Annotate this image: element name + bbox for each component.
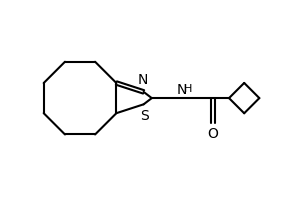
Text: S: S bbox=[140, 109, 149, 123]
Text: O: O bbox=[208, 127, 218, 141]
Text: H: H bbox=[183, 84, 192, 94]
Text: N: N bbox=[177, 83, 187, 97]
Text: N: N bbox=[137, 73, 148, 87]
